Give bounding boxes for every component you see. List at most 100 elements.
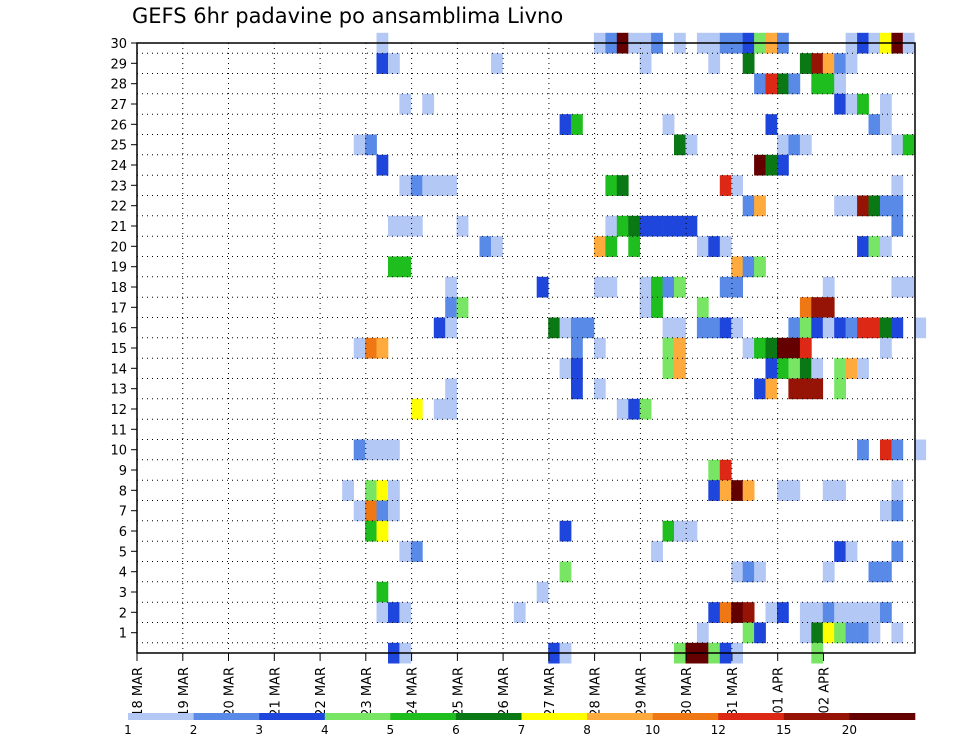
y-tick-label: 13 — [110, 383, 127, 398]
heatmap-cell — [582, 317, 595, 339]
heatmap-cell — [731, 317, 743, 339]
heatmap-cell — [891, 175, 904, 196]
heatmap-cell — [674, 317, 686, 339]
y-tick-label: 14 — [110, 362, 127, 377]
y-tick-label: 20 — [110, 240, 127, 255]
heatmap-cell — [742, 256, 755, 278]
heatmap-cell — [880, 114, 892, 135]
heatmap-cell — [674, 215, 686, 237]
heatmap-cell — [891, 215, 904, 237]
heatmap-cell — [445, 317, 457, 339]
heatmap-cell — [880, 317, 892, 339]
heatmap-cell — [788, 317, 801, 339]
heatmap-cell — [536, 581, 549, 603]
heatmap-cell — [708, 317, 721, 339]
heatmap-cell — [822, 317, 835, 339]
heatmap-cell — [822, 602, 835, 623]
heatmap-cell — [605, 276, 618, 298]
heatmap-cell — [376, 602, 389, 623]
heatmap-cell — [880, 195, 892, 217]
heatmap-cell — [719, 459, 732, 481]
heatmap-cell — [891, 500, 904, 522]
heatmap-cell — [731, 561, 743, 583]
heatmap-cell — [731, 480, 743, 501]
heatmap-cell — [719, 276, 732, 298]
heatmap-cell — [811, 73, 824, 95]
heatmap-cell — [410, 541, 423, 562]
heatmap-cell — [731, 256, 743, 278]
heatmap-cell — [834, 53, 846, 74]
heatmap-cell — [639, 398, 652, 420]
heatmap-cell — [799, 622, 812, 644]
heatmap-cell — [376, 53, 389, 74]
heatmap-cell — [891, 195, 904, 217]
heatmap-cell — [742, 480, 755, 501]
heatmap-cell — [788, 378, 801, 400]
heatmap-cell — [376, 337, 389, 359]
heatmap-cell — [880, 602, 892, 623]
heatmap-cell — [880, 236, 892, 257]
heatmap-cell — [777, 602, 789, 623]
y-tick-label: 7 — [119, 505, 127, 520]
heatmap-cell — [388, 500, 400, 522]
heatmap-cell — [765, 73, 778, 95]
heatmap-cell — [777, 154, 789, 176]
heatmap-cell — [628, 215, 641, 237]
heatmap-cell — [662, 358, 675, 379]
heatmap-cell — [674, 520, 686, 542]
heatmap-cell — [765, 358, 778, 379]
heatmap-cell — [571, 378, 583, 400]
y-tick-label: 23 — [110, 179, 127, 194]
heatmap-cell — [399, 93, 412, 115]
heatmap-cell — [410, 398, 423, 420]
heatmap-cell — [754, 378, 766, 400]
heatmap-cell — [891, 480, 904, 501]
heatmap-cell — [914, 439, 927, 461]
x-tick-label: 02 APR — [818, 667, 833, 713]
y-tick-label: 6 — [119, 525, 127, 540]
heatmap-cell — [696, 236, 709, 257]
heatmap-cell — [365, 439, 377, 461]
heatmap-cell — [799, 53, 812, 74]
heatmap-cell — [365, 500, 377, 522]
heatmap-cell — [513, 602, 526, 623]
heatmap-cell — [765, 337, 778, 359]
heatmap-cell — [765, 154, 778, 176]
heatmap-cell — [708, 480, 721, 501]
heatmap-cell — [891, 622, 904, 644]
heatmap-cell — [914, 317, 927, 339]
heatmap-cell — [410, 175, 423, 196]
x-tick-label: 28 MAR — [589, 667, 604, 717]
heatmap-cell — [662, 276, 675, 298]
heatmap-cell — [685, 520, 698, 542]
heatmap-cell — [399, 541, 412, 562]
heatmap-cell — [845, 195, 858, 217]
heatmap-cell — [708, 602, 721, 623]
heatmap-cell — [811, 602, 824, 623]
heatmap-cell — [559, 358, 572, 379]
y-tick-label: 29 — [110, 57, 127, 72]
heatmap-cell — [811, 358, 824, 379]
heatmap-cell — [777, 480, 789, 501]
heatmap-cell — [822, 622, 835, 644]
y-tick-label: 26 — [110, 118, 127, 133]
heatmap-cell — [353, 439, 366, 461]
heatmap-cell — [731, 175, 743, 196]
heatmap-cell — [628, 236, 641, 257]
heatmap-cell — [639, 297, 652, 318]
heatmap-cell — [799, 337, 812, 359]
heatmap-cell — [456, 215, 469, 237]
y-tick-label: 30 — [110, 37, 127, 52]
heatmap-cell — [696, 317, 709, 339]
legend-label: 5 — [386, 723, 394, 737]
heatmap-cell — [857, 439, 869, 461]
heatmap-cell — [433, 317, 446, 339]
labels-layer: 1234567891011121314151617181920212223242… — [110, 37, 832, 717]
heatmap-cell — [902, 276, 915, 298]
legend-label: 20 — [842, 723, 857, 737]
heatmap-cell — [742, 561, 755, 583]
heatmap-cell — [548, 317, 560, 339]
heatmap-cell — [639, 53, 652, 74]
x-tick-label: 26 MAR — [497, 667, 512, 717]
heatmap-cell — [845, 53, 858, 74]
